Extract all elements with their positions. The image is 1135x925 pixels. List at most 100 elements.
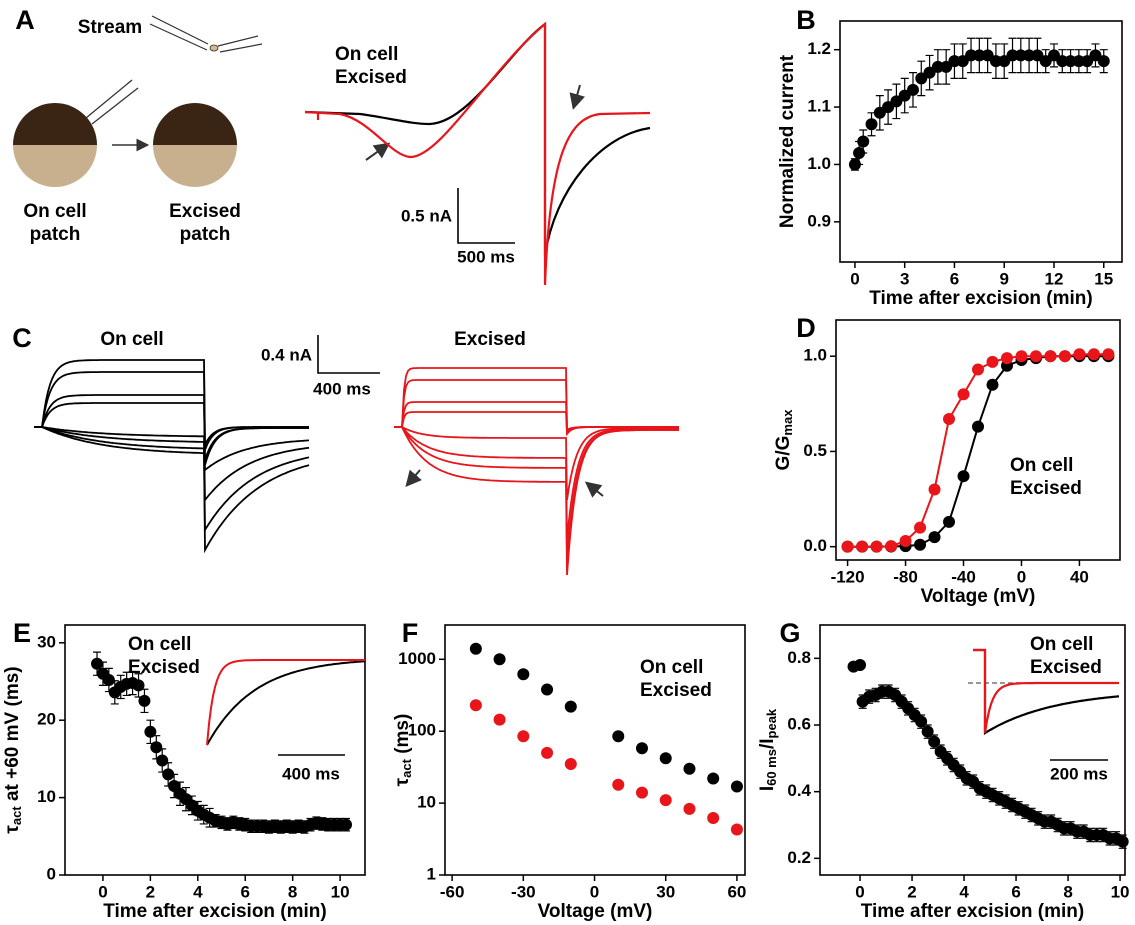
x-tick-label: 3 — [900, 269, 909, 288]
data-point — [144, 725, 157, 738]
data-point — [517, 730, 530, 743]
data-point — [928, 483, 941, 496]
data-point — [612, 730, 625, 743]
arrow — [365, 142, 391, 161]
panel-letter: C — [12, 323, 32, 353]
trace — [394, 367, 679, 432]
scale-bar — [457, 188, 515, 244]
x-tick-label: -120 — [831, 567, 865, 586]
trace — [34, 371, 309, 451]
data-point — [957, 388, 970, 401]
trace — [394, 426, 679, 576]
y-axis-label-part: /I — [757, 738, 778, 749]
trace-title: Excised — [454, 329, 526, 350]
inset-trace — [973, 648, 1120, 735]
data-point — [899, 534, 912, 547]
data-point — [469, 699, 482, 712]
data-point — [156, 754, 169, 767]
data-point — [965, 49, 978, 62]
data-point — [1000, 352, 1013, 365]
x-tick-label: 2 — [907, 882, 916, 901]
data-point — [914, 538, 927, 551]
data-point — [853, 146, 866, 159]
y-axis-label-part: 60 ms — [764, 749, 779, 786]
legend-entry: Excised — [640, 680, 712, 701]
inset-trace — [973, 648, 1119, 734]
data-point — [857, 135, 870, 148]
y-tick-label: 0.5 — [803, 441, 827, 460]
scale-label: 400 ms — [282, 764, 340, 783]
trace — [304, 21, 651, 286]
x-tick-label: 30 — [656, 882, 675, 901]
y-axis-label-part: max — [780, 409, 795, 436]
legend-entry: Excised — [335, 67, 407, 88]
schematic-label: patch — [180, 224, 231, 245]
scale-label: 0.4 nA — [261, 345, 312, 364]
data-point — [914, 521, 927, 534]
data-point — [564, 757, 577, 770]
x-tick-label: 6 — [241, 882, 250, 901]
panel-letter: D — [796, 313, 816, 343]
data-point — [493, 653, 506, 666]
y-axis-label-part: at +60 mV (ms) — [2, 666, 23, 806]
trace — [394, 426, 679, 541]
y-axis-label-part: act — [399, 758, 414, 777]
x-axis-label: Voltage (mV) — [538, 901, 653, 922]
schematic-label: On cell — [23, 201, 86, 222]
x-tick-label: -60 — [440, 882, 465, 901]
scale-label: 0.5 nA — [401, 206, 452, 225]
data-point — [541, 746, 554, 759]
y-axis-label-part: Normalized current — [777, 54, 798, 228]
y-tick-label: 0.2 — [787, 848, 811, 867]
x-tick-label: 0 — [850, 269, 859, 288]
legend-entry: On cell — [128, 634, 191, 655]
y-axis-label: G/Gmax — [773, 409, 795, 471]
x-axis-label: Time after excision (min) — [103, 901, 327, 922]
data-point — [541, 683, 554, 696]
data-point — [730, 823, 743, 836]
x-tick-label: 4 — [193, 882, 203, 901]
data-point — [972, 420, 984, 433]
data-point — [986, 378, 999, 391]
trace — [34, 426, 310, 534]
data-point — [102, 673, 115, 686]
data-point — [906, 83, 919, 96]
y-axis-label-part: I — [757, 786, 778, 791]
y-tick-label: 1.2 — [807, 39, 831, 58]
x-tick-label: 9 — [999, 269, 1008, 288]
data-point — [1015, 350, 1028, 363]
trace — [34, 426, 310, 503]
data-point — [973, 49, 986, 62]
data-point — [870, 540, 883, 553]
arrow — [569, 84, 585, 110]
scale-label: 500 ms — [457, 247, 515, 266]
y-axis-label-part: G/G — [773, 436, 794, 471]
data-point — [865, 118, 878, 131]
y-axis-label-part: (ms) — [392, 714, 413, 759]
y-tick-label: 100 — [408, 721, 436, 740]
y-tick-label: 0.6 — [787, 714, 811, 733]
plot-frame — [835, 319, 1121, 561]
y-tick-label: 0 — [47, 864, 56, 883]
data-point — [683, 762, 696, 775]
x-tick-label: 10 — [331, 882, 350, 901]
y-tick-label: 0.4 — [787, 781, 811, 800]
y-axis-label: I60 ms/Ipeak — [757, 708, 779, 791]
plot-frame — [819, 624, 1126, 876]
data-point — [928, 735, 941, 748]
x-axis-label: Time after excision (min) — [861, 901, 1085, 922]
trace-title: On cell — [100, 329, 163, 350]
data-point — [1087, 348, 1100, 361]
panel-letter: E — [13, 618, 31, 648]
data-point — [943, 413, 956, 426]
data-point — [848, 158, 861, 171]
stream-label: Stream — [78, 17, 142, 38]
data-point — [659, 794, 672, 807]
data-point — [707, 812, 720, 825]
x-tick-label: -30 — [511, 882, 536, 901]
scale-label: 400 ms — [313, 379, 371, 398]
data-point — [943, 515, 956, 528]
data-point — [841, 540, 854, 553]
x-tick-label: 4 — [959, 882, 969, 901]
y-tick-label: 1 — [427, 864, 436, 883]
